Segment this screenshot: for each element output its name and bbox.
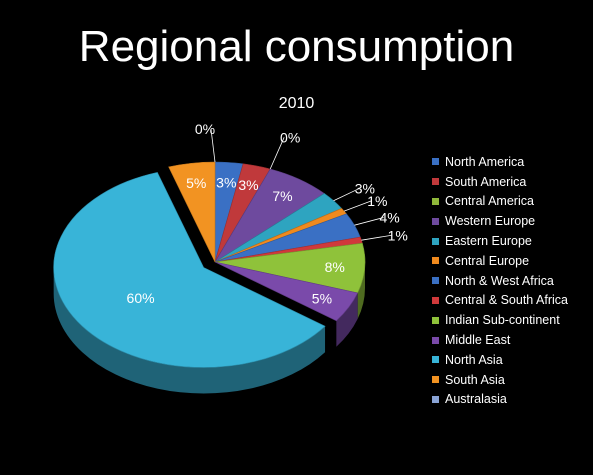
legend-swatch	[432, 316, 439, 324]
legend-item-indian-sub-continent: Indian Sub-continent	[432, 310, 568, 330]
legend-label: Central Europe	[445, 253, 530, 268]
data-label-australasia: 0%	[195, 121, 215, 137]
legend-label: Central & South Africa	[445, 293, 568, 308]
legend-label: South America	[445, 174, 527, 189]
legend-item-eastern-europe: Eastern Europe	[432, 231, 568, 251]
legend-item-central-europe: Central Europe	[432, 251, 568, 271]
legend-item-north-west-africa: North & West Africa	[432, 271, 568, 291]
legend-swatch	[432, 336, 439, 344]
legend-label: North Asia	[445, 352, 503, 367]
data-label-middle-east: 5%	[312, 290, 332, 306]
legend-label: Central America	[445, 194, 534, 209]
leader-line-australasia	[210, 128, 216, 163]
legend-swatch	[432, 178, 439, 186]
data-label-western-europe: 7%	[272, 188, 292, 204]
leader-line-central-south-africa	[361, 234, 392, 241]
legend-label: South Asia	[445, 372, 505, 387]
legend-item-north-america: North America	[432, 152, 568, 172]
legend-label: Eastern Europe	[445, 234, 532, 249]
legend-label: North & West Africa	[445, 273, 554, 288]
data-label-north-america: 3%	[216, 174, 236, 190]
legend-swatch	[432, 376, 439, 384]
pie-slice-middle-east	[214, 261, 359, 322]
leader-line-north-west-africa	[354, 217, 384, 226]
legend-item-south-america: South America	[432, 172, 568, 192]
legend-swatch	[432, 257, 439, 265]
legend-swatch	[432, 296, 439, 304]
legend-swatch	[432, 395, 439, 403]
chart-title: Regional consumption	[78, 22, 515, 71]
data-label-central-europe: 1%	[367, 193, 387, 209]
data-label-central-south-africa: 1%	[388, 227, 408, 243]
data-label-north-west-africa: 4%	[379, 210, 399, 226]
legend-item-north-asia: North Asia	[432, 350, 568, 370]
data-label-central-america: 0%	[280, 129, 300, 145]
pie-side-indian-sub-continent	[357, 262, 365, 319]
legend-swatch	[432, 356, 439, 364]
legend-item-south-asia: South Asia	[432, 370, 568, 390]
data-label-indian-sub-continent: 8%	[325, 259, 345, 275]
leader-line-central-europe	[343, 200, 372, 212]
data-label-north-asia: 60%	[127, 290, 155, 306]
data-label-eastern-europe: 3%	[355, 181, 375, 197]
legend-swatch	[432, 217, 439, 225]
legend-label: Western Europe	[445, 214, 536, 229]
legend-item-australasia: Australasia	[432, 390, 568, 410]
legend-swatch	[432, 158, 439, 166]
chart-subtitle: 2010	[278, 95, 315, 112]
leader-line-central-america	[269, 137, 285, 170]
pie-slice-north-asia	[53, 172, 326, 368]
legend-swatch	[432, 197, 439, 205]
legend-item-central-america: Central America	[432, 192, 568, 212]
legend-label: Middle East	[445, 333, 511, 348]
pie-side-middle-east	[336, 292, 358, 347]
legend-item-middle-east: Middle East	[432, 330, 568, 350]
chart-legend: North America South America Central Americ…	[432, 152, 568, 409]
legend-label: Australasia	[445, 392, 507, 407]
pie-side-north-asia	[53, 267, 326, 394]
legend-label: Indian Sub-continent	[445, 313, 560, 328]
leader-line-eastern-europe	[333, 188, 360, 202]
legend-item-central-south-africa: Central & South Africa	[432, 291, 568, 311]
legend-swatch	[432, 237, 439, 245]
data-label-south-asia: 5%	[186, 175, 206, 191]
data-label-south-america: 3%	[238, 177, 258, 193]
legend-swatch	[432, 277, 439, 285]
legend-label: North America	[445, 154, 525, 169]
legend-item-western-europe: Western Europe	[432, 211, 568, 231]
